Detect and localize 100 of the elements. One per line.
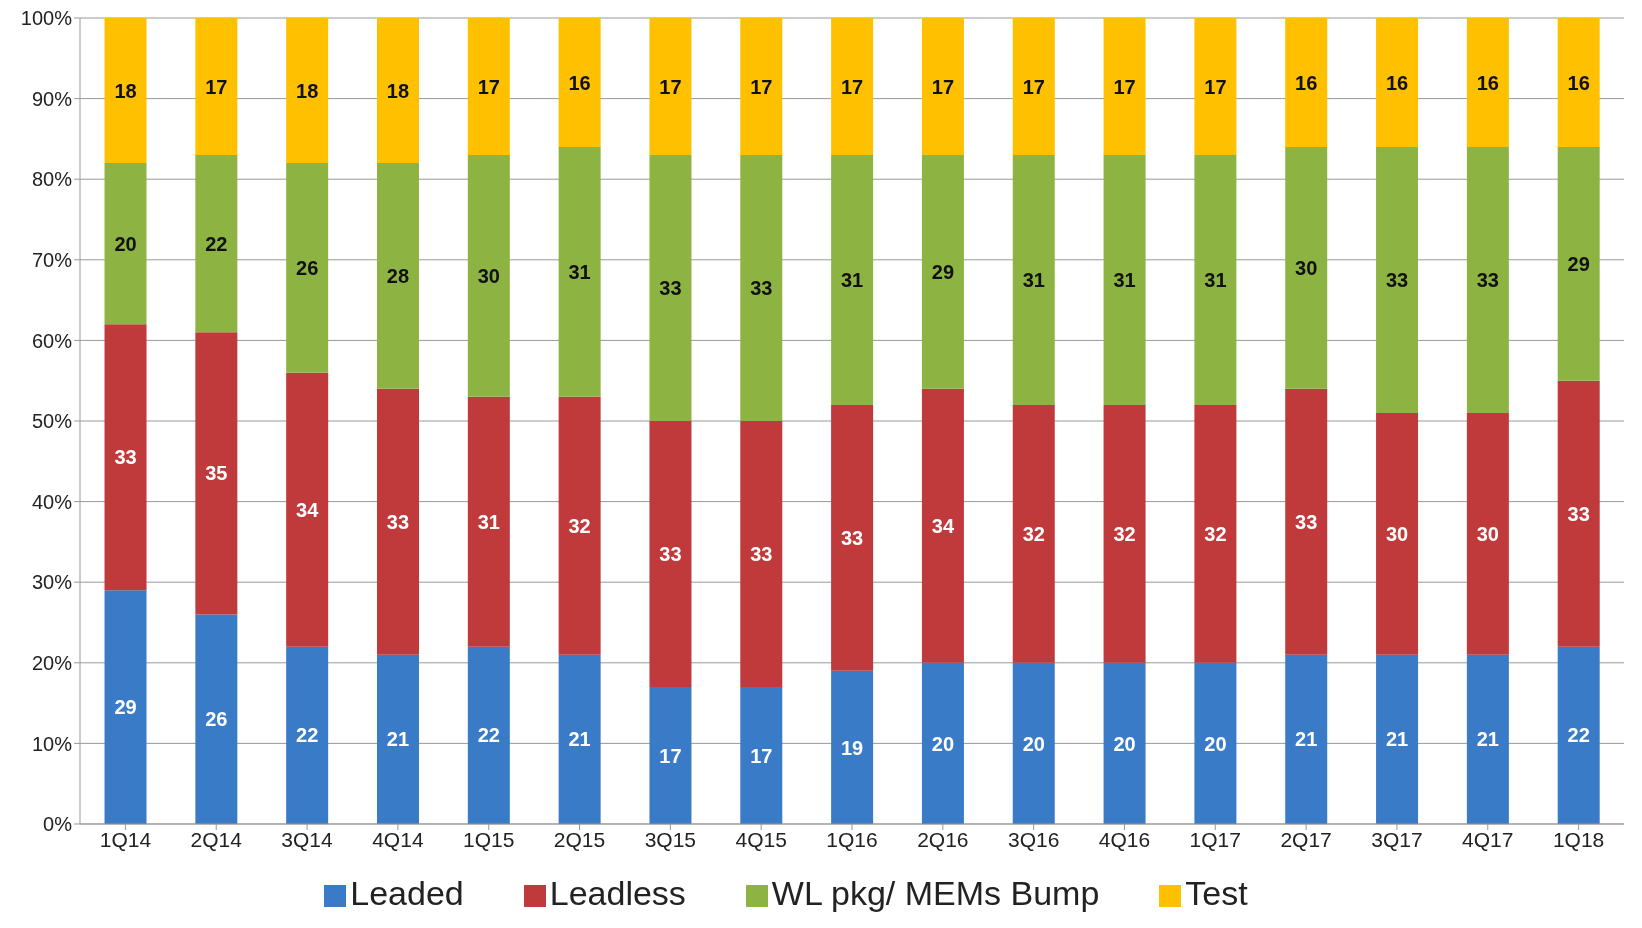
x-tick-label: 1Q18 <box>1552 827 1605 851</box>
bar <box>467 155 510 397</box>
data-label: 16 <box>1476 71 1499 94</box>
bar <box>1557 646 1600 824</box>
data-label: 18 <box>114 79 137 102</box>
data-label: 33 <box>659 277 682 300</box>
x-tick-label: 3Q15 <box>644 827 697 851</box>
bar <box>1103 404 1146 663</box>
bar <box>104 590 147 824</box>
data-label: 21 <box>386 728 410 751</box>
y-tick-label: 0% <box>43 813 73 836</box>
bar <box>104 163 147 325</box>
y-tick-label: 100% <box>20 7 73 30</box>
bar <box>467 18 510 156</box>
bar <box>1194 155 1237 405</box>
bar <box>1557 18 1600 147</box>
y-tick-label: 30% <box>31 571 73 594</box>
data-label: 26 <box>296 256 319 279</box>
x-tick-label: 4Q15 <box>735 827 787 851</box>
data-label: 21 <box>1476 728 1499 751</box>
x-tick-label: 2Q16 <box>917 827 969 851</box>
data-label: 22 <box>296 724 319 747</box>
data-label: 17 <box>659 75 682 98</box>
data-label: 32 <box>1204 522 1227 545</box>
data-label: 32 <box>568 514 591 537</box>
bar <box>376 388 419 655</box>
bar <box>740 18 783 156</box>
x-tick-label: 2Q17 <box>1280 827 1332 851</box>
data-label: 31 <box>840 269 864 292</box>
data-label: 18 <box>386 79 410 102</box>
data-label: 17 <box>477 75 500 98</box>
bar <box>921 18 964 156</box>
data-label: 17 <box>1022 75 1045 98</box>
bar <box>1194 404 1237 663</box>
bar <box>921 662 964 824</box>
legend-label: Leaded <box>350 874 464 912</box>
data-label: 33 <box>1295 510 1318 533</box>
data-label: 33 <box>750 277 773 300</box>
bar <box>376 18 419 164</box>
data-label: 31 <box>1022 269 1045 292</box>
bar <box>1557 380 1600 647</box>
bar <box>1376 146 1419 413</box>
bar <box>1194 662 1237 824</box>
bar <box>831 155 874 405</box>
data-label: 18 <box>296 79 319 102</box>
bar <box>467 646 510 824</box>
data-label: 34 <box>931 514 955 537</box>
bar <box>831 404 874 671</box>
data-label: 30 <box>1295 256 1318 279</box>
bar <box>104 324 147 591</box>
bar <box>831 18 874 156</box>
bar <box>104 18 147 164</box>
data-label: 17 <box>659 744 682 767</box>
bar <box>1103 662 1146 824</box>
bar <box>831 670 874 824</box>
bar <box>921 155 964 389</box>
data-label: 28 <box>386 265 410 288</box>
y-tick-label: 50% <box>31 410 73 433</box>
bar <box>1285 388 1328 655</box>
bar <box>558 18 601 147</box>
data-label: 33 <box>659 543 682 566</box>
data-label: 17 <box>1204 75 1227 98</box>
bar <box>740 686 783 824</box>
bar <box>1103 155 1146 405</box>
bar <box>195 614 238 824</box>
bar <box>740 421 783 687</box>
bar <box>1466 412 1509 655</box>
bar <box>195 18 238 156</box>
data-label: 21 <box>568 728 591 751</box>
data-label: 34 <box>296 498 320 521</box>
data-label: 26 <box>205 708 228 731</box>
bar <box>1466 654 1509 824</box>
x-tick-label: 3Q14 <box>281 827 334 851</box>
bar <box>558 146 601 397</box>
data-label: 33 <box>840 526 864 549</box>
bar <box>1012 155 1055 405</box>
data-label: 30 <box>1476 522 1499 545</box>
y-tick-label: 60% <box>31 329 73 352</box>
data-label: 20 <box>1022 732 1045 755</box>
bar <box>649 18 692 156</box>
bar <box>1466 18 1509 147</box>
bar <box>1194 18 1237 156</box>
bar <box>649 155 692 421</box>
y-tick-label: 40% <box>31 490 73 513</box>
bar <box>1285 146 1328 389</box>
data-label: 33 <box>750 543 773 566</box>
bar <box>1012 662 1055 824</box>
bar <box>195 155 238 333</box>
bar <box>1466 146 1509 413</box>
bar <box>1012 18 1055 156</box>
y-tick-label: 10% <box>31 732 73 755</box>
x-tick-label: 1Q14 <box>99 827 152 851</box>
data-label: 16 <box>568 71 591 94</box>
data-label: 31 <box>568 260 591 283</box>
bar <box>376 163 419 389</box>
data-label: 31 <box>477 510 500 533</box>
bar <box>558 396 601 655</box>
y-tick-label: 70% <box>31 248 73 271</box>
bar <box>1376 412 1419 655</box>
y-tick-label: 20% <box>31 651 73 674</box>
